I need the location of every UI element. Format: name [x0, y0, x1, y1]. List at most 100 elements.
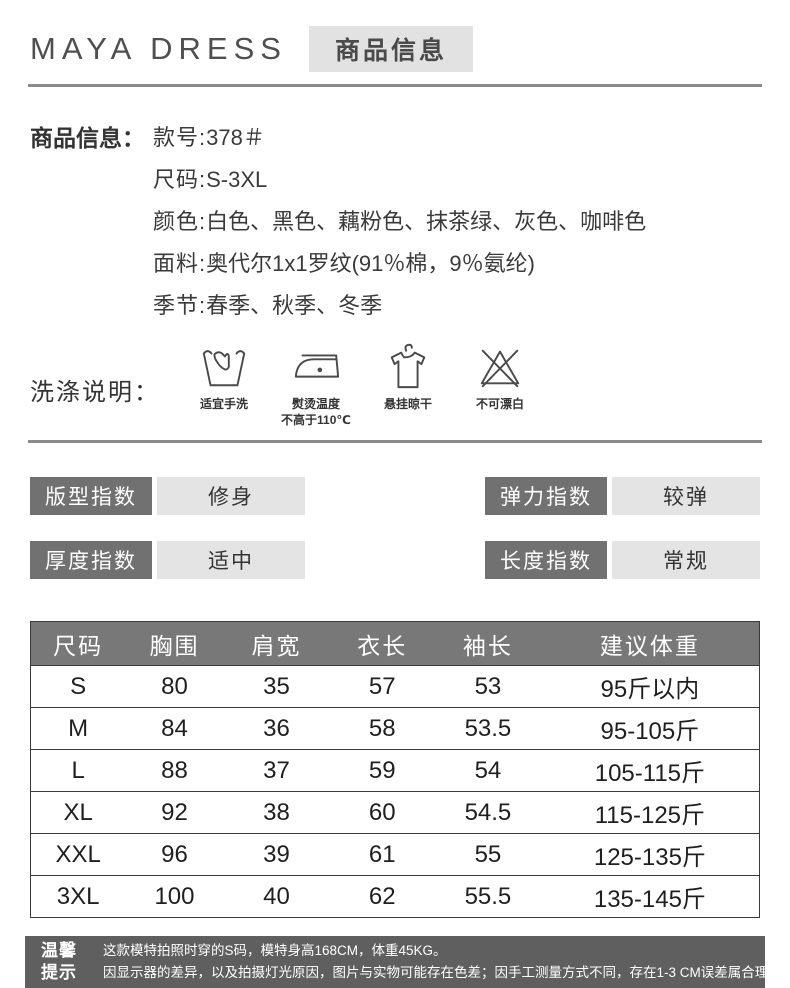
cell: M [68, 714, 89, 742]
cell: 61 [368, 840, 396, 868]
cell: 38 [263, 798, 290, 826]
field-name: 颜色: [153, 209, 207, 234]
cell: 57 [368, 672, 396, 700]
cell: 135-145斤 [593, 886, 706, 914]
cell: 100 [154, 882, 195, 910]
cell: 60 [368, 798, 396, 826]
index-value: 常规 [612, 541, 760, 580]
cell: L [71, 756, 85, 784]
cell: 53.5 [464, 714, 512, 742]
table-row: XL 92 38 60 54.5 115-125斤 [30, 791, 760, 834]
cell: 80 [161, 672, 188, 700]
brand-title: MAYA DRESS [30, 31, 287, 66]
cell: 39 [263, 840, 290, 868]
table-row: L 88 37 59 54 105-115斤 [30, 749, 760, 792]
index-length: 长度指数 常规 [485, 541, 760, 580]
cell: 88 [161, 756, 188, 784]
section-badge: 商品信息 [308, 26, 473, 72]
index-thickness: 厚度指数 适中 [30, 541, 305, 580]
cell: 54 [474, 756, 502, 784]
product-info-fields: 款号:378＃ 尺码:S-3XL 颜色:白色、黑色、藕粉色、抹茶绿、灰色、咖啡色… [153, 117, 646, 327]
cell: 95斤以内 [600, 676, 700, 704]
index-label: 厚度指数 [30, 541, 152, 580]
warm-tip-bar: 温馨 提示 这款模特拍照时穿的S码，模特身高168CM，体重45KG。 因显示器… [25, 936, 790, 988]
field-value: S-3XL [206, 167, 268, 192]
tip-line-1: 这款模特拍照时穿的S码，模特身高168CM，体重45KG。 [103, 943, 447, 959]
cell: 55 [474, 840, 502, 868]
field-size: 尺码:S-3XL [153, 159, 646, 201]
hand-wash-icon [199, 343, 249, 391]
product-info-label: 商品信息： [30, 125, 145, 151]
field-style-number: 款号:378＃ [153, 117, 646, 159]
cell: 3XL [56, 882, 100, 910]
field-name: 季节: [153, 293, 207, 318]
index-label: 弹力指数 [485, 477, 607, 516]
cell: 37 [263, 756, 290, 784]
cell: 125-135斤 [593, 844, 706, 872]
field-value: 奥代尔1x1罗纹(91％棉，9％氨纶) [206, 251, 535, 276]
table-row: M 84 36 58 53.5 95-105斤 [30, 707, 760, 750]
index-badges: 版型指数 修身 弹力指数 较弹 厚度指数 适中 长度指数 常规 [30, 477, 760, 605]
index-label: 版型指数 [30, 477, 152, 516]
product-info-section: 商品信息： 款号:378＃ 尺码:S-3XL 颜色:白色、黑色、藕粉色、抹茶绿、… [30, 117, 790, 327]
hang-dry-icon [385, 343, 431, 391]
cell: 92 [161, 798, 188, 826]
field-name: 款号: [153, 125, 207, 150]
wash-caption: 不可漂白 [475, 397, 524, 411]
table-row: 3XL 100 40 62 55.5 135-145斤 [30, 875, 760, 918]
field-name: 尺码: [153, 167, 207, 192]
washing-label: 洗涤说明： [30, 379, 160, 407]
cell: 115-125斤 [594, 802, 706, 830]
field-name: 面料: [153, 251, 207, 276]
no-bleach-icon [476, 343, 524, 391]
index-value: 较弹 [612, 477, 760, 516]
col-length: 衣长 [329, 621, 436, 666]
cell: 62 [368, 882, 396, 910]
col-size: 尺码 [30, 621, 126, 666]
wash-item-no-bleach: 不可漂白 [454, 343, 546, 428]
wash-caption: 熨烫温度 不高于110℃ [281, 397, 351, 428]
size-table-header-row: 尺码 胸围 肩宽 衣长 袖长 建议体重 [30, 621, 760, 666]
col-sleeve: 袖长 [435, 621, 541, 666]
field-value: 春季、秋季、冬季 [206, 293, 383, 318]
cell: 84 [161, 714, 188, 742]
col-bust: 胸围 [125, 621, 224, 666]
size-table: 尺码 胸围 肩宽 衣长 袖长 建议体重 S 80 35 57 53 95斤以内 M 84 36… [30, 621, 760, 919]
cell: S [70, 672, 87, 700]
cell: XL [63, 798, 93, 826]
cell: 95-105斤 [600, 718, 700, 746]
field-season: 季节:春季、秋季、冬季 [153, 285, 646, 327]
field-value: 378＃ [206, 125, 265, 150]
cell: 36 [263, 714, 290, 742]
warm-tip-text: 这款模特拍照时穿的S码，模特身高168CM，体重45KG。 因显示器的差异，以及… [90, 940, 790, 985]
wash-item-hand-wash: 适宜手洗 [178, 343, 270, 428]
wash-caption: 悬挂晾干 [383, 397, 432, 411]
cell: 55.5 [464, 882, 512, 910]
cell: 105-115斤 [594, 760, 706, 788]
wash-caption: 适宜手洗 [199, 397, 248, 411]
cell: XXL [55, 840, 101, 868]
header: MAYA DRESS 商品信息 [0, 26, 790, 72]
wash-item-hang-dry: 悬挂晾干 [362, 343, 454, 428]
index-value: 修身 [157, 477, 305, 516]
index-value: 适中 [157, 541, 305, 580]
field-color: 颜色:白色、黑色、藕粉色、抹茶绿、灰色、咖啡色 [153, 201, 646, 243]
header-divider [28, 84, 762, 87]
warm-tip-label: 温馨 提示 [41, 941, 77, 983]
cell: 40 [263, 882, 290, 910]
index-label: 长度指数 [485, 541, 607, 580]
col-shoulder: 肩宽 [223, 621, 330, 666]
cell: 54.5 [464, 798, 512, 826]
cell: 96 [161, 840, 188, 868]
field-value: 白色、黑色、藕粉色、抹茶绿、灰色、咖啡色 [206, 209, 647, 234]
washing-icons: 适宜手洗 熨烫温度 不高于110℃ [178, 343, 546, 428]
table-row: XXL 96 39 61 55 125-135斤 [30, 833, 760, 876]
cell: 35 [263, 672, 290, 700]
cell: 58 [368, 714, 396, 742]
index-fit: 版型指数 修身 [30, 477, 305, 516]
cell: 59 [368, 756, 396, 784]
tip-line-2: 因显示器的差异，以及拍摄灯光原因，图片与实物可能存在色差；因手工测量方式不同，存… [103, 965, 790, 981]
wash-item-iron: 熨烫温度 不高于110℃ [270, 343, 362, 428]
iron-icon [291, 343, 341, 391]
